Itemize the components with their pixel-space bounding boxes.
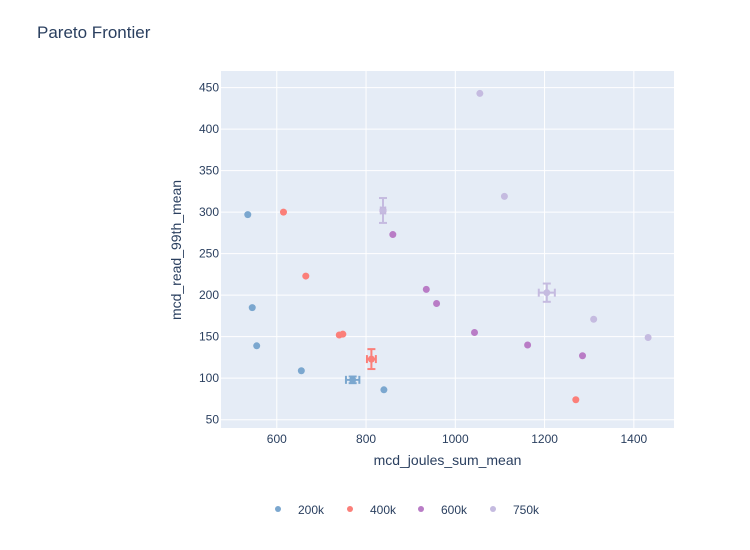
data-point[interactable] xyxy=(380,386,388,394)
legend-item[interactable]: 600k xyxy=(418,503,468,517)
data-point[interactable] xyxy=(253,342,261,350)
data-point[interactable] xyxy=(389,231,397,239)
legend: 200k 400k 600k 750k xyxy=(275,503,540,517)
data-points xyxy=(244,89,652,404)
legend-label: 600k xyxy=(441,503,468,517)
y-tick-label: 50 xyxy=(206,413,220,427)
y-tick-label: 300 xyxy=(199,205,219,219)
data-point[interactable] xyxy=(590,315,598,323)
data-point[interactable] xyxy=(579,352,587,360)
data-point[interactable] xyxy=(500,192,508,200)
data-point[interactable] xyxy=(476,89,484,97)
legend-label: 200k xyxy=(298,503,325,517)
y-tick-label: 450 xyxy=(199,81,219,95)
y-tick-label: 150 xyxy=(199,330,219,344)
y-tick-label: 200 xyxy=(199,288,219,302)
y-tick-label: 400 xyxy=(199,122,219,136)
legend-label: 400k xyxy=(370,503,397,517)
data-point[interactable] xyxy=(339,330,347,338)
x-tick-label: 600 xyxy=(267,432,287,446)
y-tick-label: 350 xyxy=(199,164,219,178)
data-point[interactable] xyxy=(471,329,479,337)
y-axis-title: mcd_read_99th_mean xyxy=(168,180,184,320)
legend-label: 750k xyxy=(513,503,540,517)
data-point[interactable] xyxy=(279,208,287,216)
data-point[interactable] xyxy=(349,376,357,384)
data-point[interactable] xyxy=(572,396,580,404)
legend-item[interactable]: 200k xyxy=(275,503,325,517)
tick-labels: 600 800 1000 1200 1400 50 100 150 200 250 300 350 40… xyxy=(199,81,648,446)
legend-marker xyxy=(347,506,353,512)
data-point[interactable] xyxy=(644,334,652,342)
legend-item[interactable]: 750k xyxy=(490,503,540,517)
x-axis-title: mcd_joules_sum_mean xyxy=(374,452,522,468)
x-tick-label: 1000 xyxy=(442,432,469,446)
data-point[interactable] xyxy=(244,211,252,219)
x-tick-label: 1200 xyxy=(531,432,558,446)
legend-marker xyxy=(275,506,281,512)
y-tick-label: 250 xyxy=(199,247,219,261)
y-tick-label: 100 xyxy=(199,371,219,385)
data-point[interactable] xyxy=(302,272,310,280)
legend-item[interactable]: 400k xyxy=(347,503,397,517)
data-point[interactable] xyxy=(297,367,305,375)
chart-title: Pareto Frontier xyxy=(37,23,151,42)
legend-marker xyxy=(418,506,424,512)
plot-area[interactable] xyxy=(221,71,674,428)
data-point[interactable] xyxy=(248,304,256,312)
data-point[interactable] xyxy=(422,285,430,293)
grid-lines xyxy=(221,71,674,428)
data-point[interactable] xyxy=(379,206,387,214)
data-point[interactable] xyxy=(543,289,551,297)
data-point[interactable] xyxy=(367,355,375,363)
x-tick-label: 1400 xyxy=(620,432,647,446)
data-point[interactable] xyxy=(433,299,441,307)
x-tick-label: 800 xyxy=(356,432,376,446)
legend-marker xyxy=(490,506,496,512)
data-point[interactable] xyxy=(524,341,532,349)
